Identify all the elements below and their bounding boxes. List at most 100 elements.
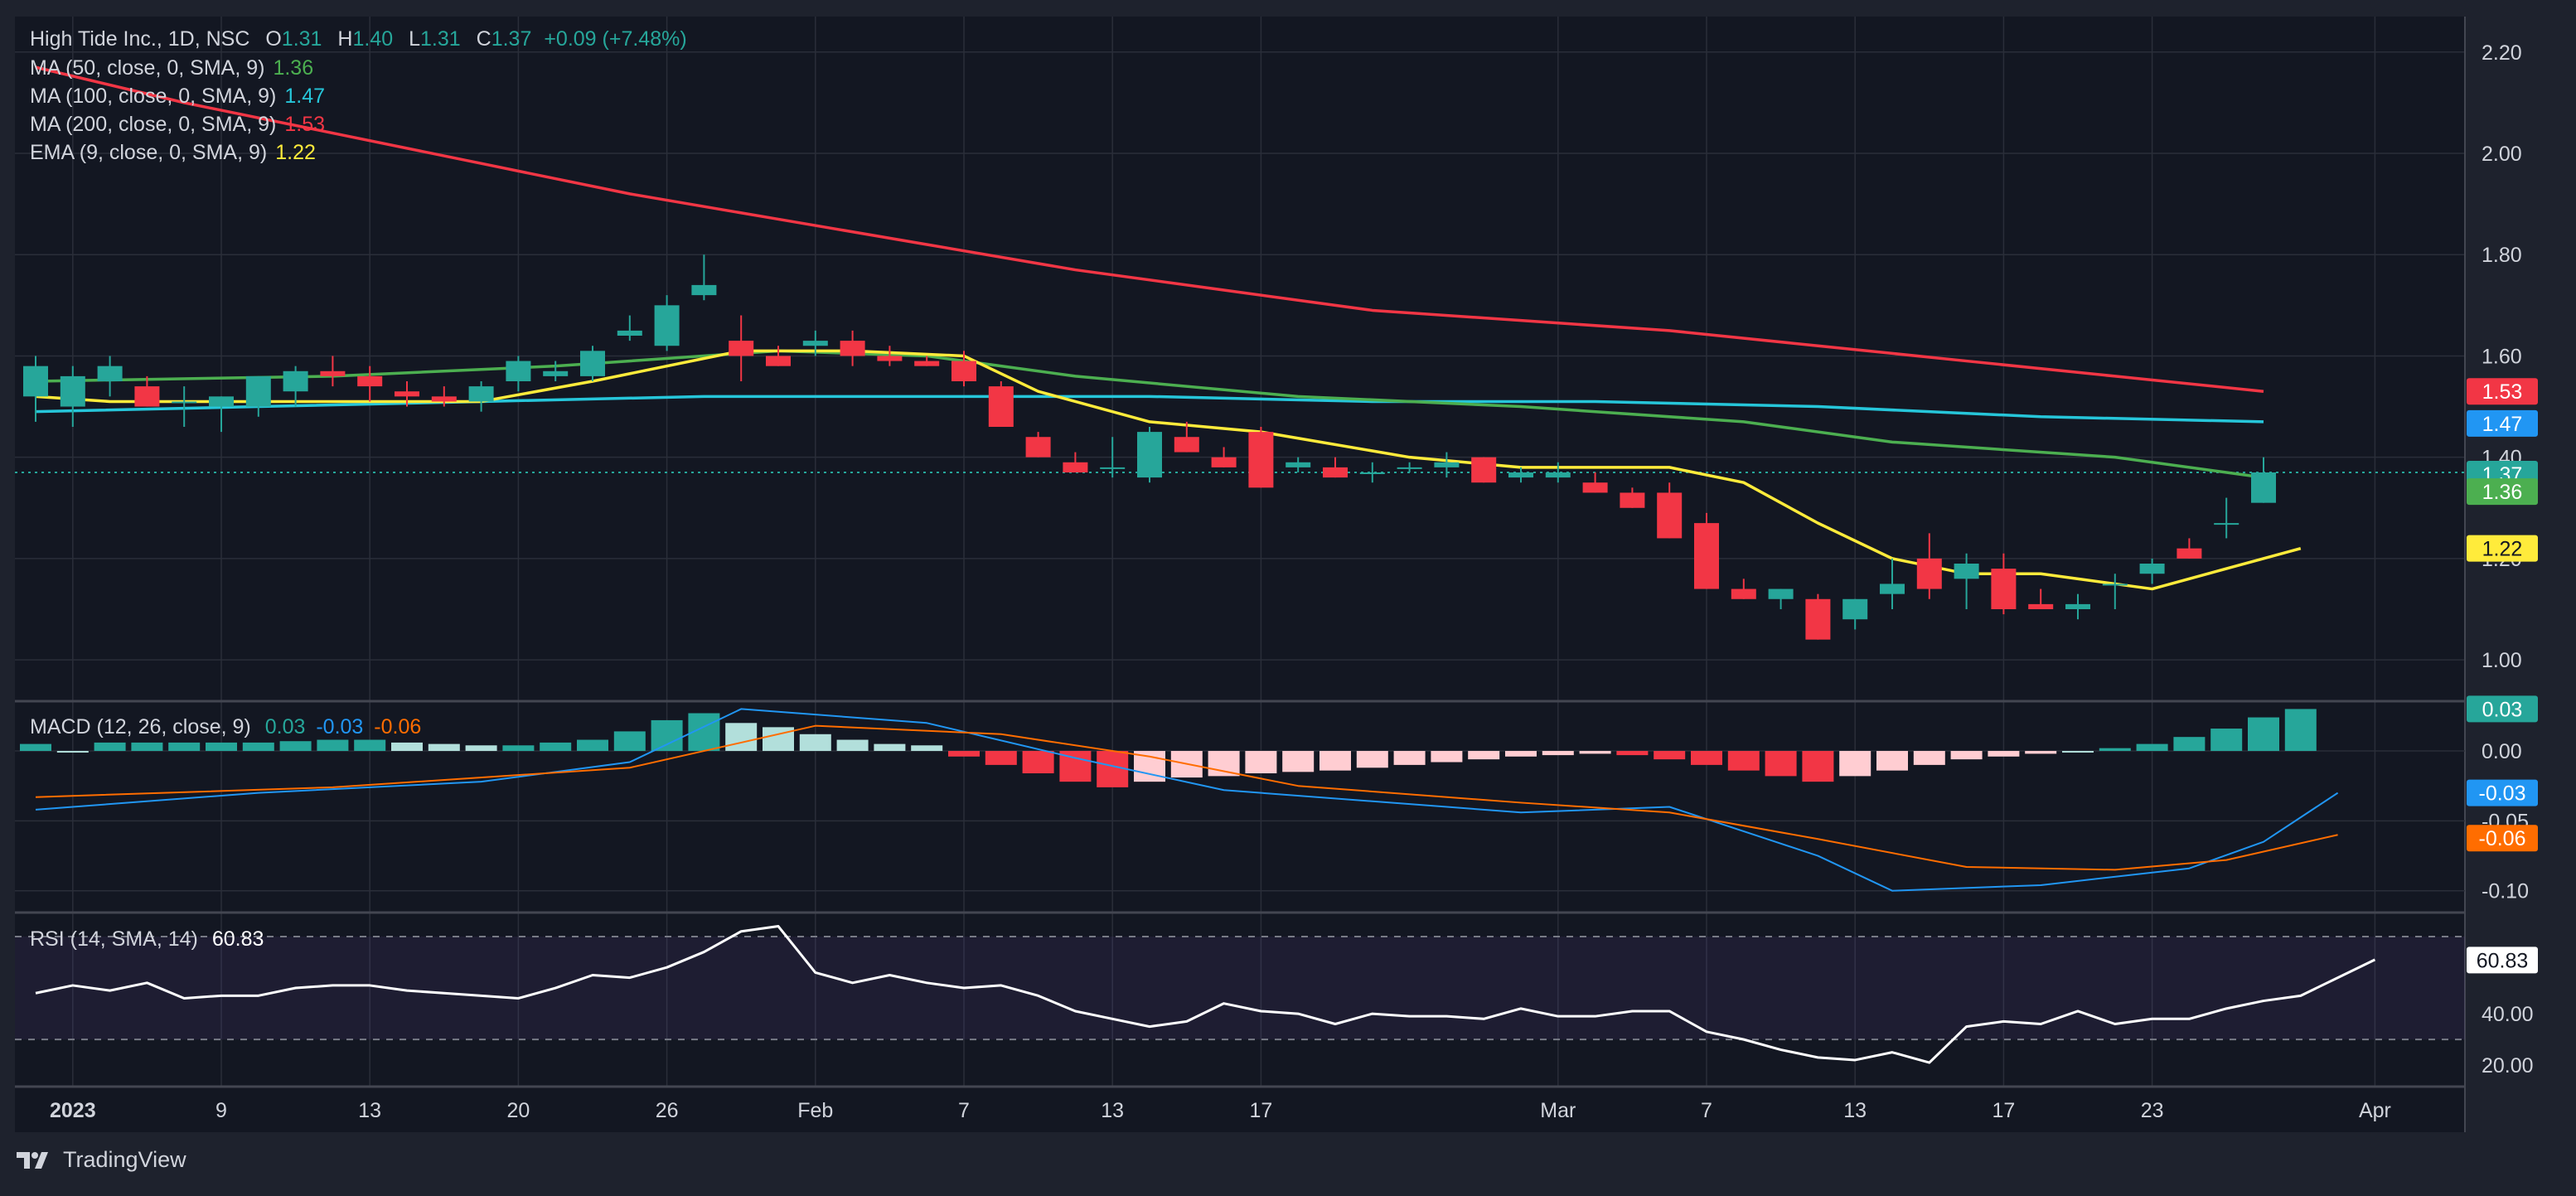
macd-histogram-bar (465, 745, 497, 752)
candle-body (1508, 472, 1533, 478)
candle-body (134, 386, 160, 407)
time-tick-label: 26 (656, 1099, 679, 1122)
time-tick-label: 7 (1701, 1099, 1712, 1122)
macd-histogram-bar (131, 742, 163, 752)
ma200-badge-bg (2467, 378, 2538, 405)
macd-signal-badge: -0.06 (2467, 825, 2538, 852)
candle-body (1211, 457, 1237, 467)
ma200-legend[interactable]: MA (200, close, 0, SMA, 9) 1.53 (30, 112, 325, 137)
candle-body (2214, 523, 2239, 525)
macd-histogram-bar (1765, 751, 1797, 777)
brand-name: TradingView (63, 1147, 186, 1172)
macd-histogram-bar (1282, 751, 1315, 772)
time-tick-label: 13 (358, 1099, 381, 1122)
macd-histogram-bar (1691, 751, 1722, 765)
ema9-legend[interactable]: EMA (9, close, 0, SMA, 9) 1.22 (30, 140, 316, 165)
macd-histogram-bar (279, 741, 312, 752)
tradingview-brand[interactable]: TradingView (17, 1147, 186, 1173)
candle-body (1805, 598, 1831, 640)
macd-histogram-bar (2025, 751, 2057, 754)
candle-body (1025, 437, 1051, 458)
macd-histogram-bar (836, 739, 869, 752)
macd-histogram-bar (985, 751, 1017, 765)
candle-body (1694, 523, 1719, 589)
macd-histogram-bar (20, 743, 51, 752)
macd-histogram-bar (1579, 751, 1611, 754)
price-tick-label: 2.00 (2482, 143, 2522, 166)
rsi-tick-label: 40.00 (2482, 1003, 2534, 1026)
candle-body (840, 341, 865, 356)
ma100-label: MA (100, close, 0, SMA, 9) (30, 85, 277, 108)
candle-body (1916, 558, 1942, 589)
macd-histogram-bar (874, 743, 906, 752)
macd-hist-badge-bg (2467, 695, 2538, 723)
macd-histogram-bar (1839, 751, 1871, 777)
macd-histogram-bar (242, 742, 274, 752)
macd-histogram-bar (1542, 751, 1574, 756)
macd-signal-badge-bg (2467, 825, 2538, 852)
macd-histogram-bar (1097, 751, 1129, 787)
macd-histogram-bar (56, 751, 89, 753)
candle-body (617, 330, 642, 336)
low-value: 1.31 (420, 27, 461, 51)
candle-body (729, 341, 754, 356)
macd-histogram-bar (1950, 751, 1983, 760)
tradingview-logo-icon (17, 1151, 48, 1169)
time-tick-label: Feb (797, 1099, 833, 1122)
price-axis[interactable]: 2.202.001.801.601.401.201.000.00-0.05-0.… (2482, 41, 2534, 1077)
time-tick-label: 13 (1843, 1099, 1867, 1122)
time-tick-label: 23 (2141, 1099, 2164, 1122)
macd-histogram-bar (763, 727, 794, 752)
macd-histogram-bar (613, 731, 646, 752)
macd-histogram-bar (1913, 751, 1945, 765)
candle-body (506, 361, 531, 381)
candle-body (543, 370, 569, 376)
macd-line-badge-text: -0.03 (2479, 782, 2526, 806)
macd-histogram-bar (2248, 717, 2279, 752)
rsi-badge-text: 60.83 (2477, 949, 2529, 972)
low-label: L (409, 27, 421, 51)
candle-body (172, 401, 197, 404)
macd-legend[interactable]: MACD (12, 26, close, 9) 0.03 -0.03 -0.06 (30, 714, 421, 739)
time-tick-label: 13 (1101, 1099, 1124, 1122)
macd-signal-badge-text: -0.06 (2479, 827, 2526, 850)
macd-histogram-bar (1616, 751, 1649, 756)
candle-body (1286, 462, 1311, 467)
price-tick-label: 2.20 (2482, 41, 2522, 65)
ma50-badge-bg (2467, 478, 2538, 506)
candles (23, 254, 2276, 640)
macd-histogram-bar (2136, 743, 2168, 752)
rsi-pane (15, 925, 2465, 1064)
macd-hist-badge-text: 0.03 (2482, 698, 2523, 721)
ma50-legend[interactable]: MA (50, close, 0, SMA, 9) 1.36 (30, 56, 313, 80)
ma200-value: 1.53 (284, 113, 326, 136)
ma100-legend[interactable]: MA (100, close, 0, SMA, 9) 1.47 (30, 84, 325, 109)
change-value: +0.09 (+7.48%) (544, 27, 687, 51)
symbol-legend[interactable]: High Tide Inc., 1D, NSC O1.31 H1.40 L1.3… (30, 27, 687, 51)
candle-body (283, 370, 308, 392)
candle-body (766, 356, 791, 366)
candle-body (2251, 472, 2276, 503)
ema9-line (35, 349, 2302, 591)
rsi-legend[interactable]: RSI (14, SMA, 14) 60.83 (30, 927, 264, 951)
candle-body (1954, 564, 1979, 579)
chart-background (15, 17, 2465, 1132)
high-label: H (337, 27, 353, 51)
macd-histogram-bar (1654, 751, 1686, 760)
ema9-label: EMA (9, close, 0, SMA, 9) (30, 141, 268, 164)
gridlines (15, 17, 2465, 1086)
price-tick-label: 1.60 (2482, 345, 2522, 368)
open-value: 1.31 (281, 27, 322, 51)
macd-histogram-bar (1802, 751, 1834, 782)
candle-body (1880, 583, 1905, 594)
symbol-line: High Tide Inc., 1D, NSC (30, 27, 250, 51)
ema9-value: 1.22 (275, 141, 316, 164)
time-axis[interactable]: 2023 9 13 20 26 Feb 7 13 17 Mar 7 13 17 23 Apr (50, 1099, 2391, 1122)
time-tick-label: 2023 (50, 1099, 96, 1122)
time-tick-label: 17 (1992, 1099, 2015, 1122)
time-tick-label: 9 (215, 1099, 227, 1122)
macd-histogram-bar (317, 739, 349, 752)
ma100-badge-bg (2467, 409, 2538, 437)
